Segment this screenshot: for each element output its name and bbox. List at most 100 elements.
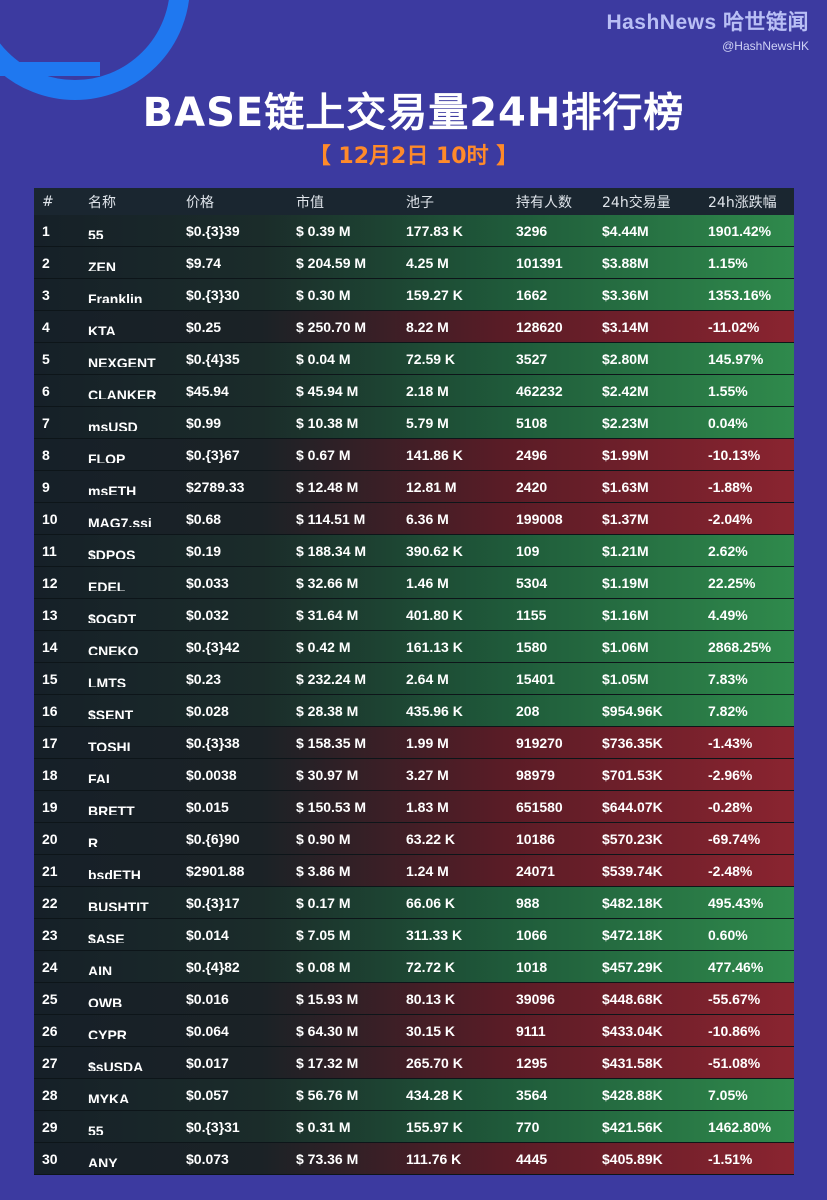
table-row: 4 KTA $0.25 $ 250.70 M 8.22 M 128620 $3.14M -11… bbox=[34, 311, 794, 343]
pool-cell: 434.28 K bbox=[406, 1086, 463, 1103]
token-name: $sUSDA bbox=[88, 1058, 144, 1071]
change-cell: -1.88% bbox=[708, 478, 753, 495]
header-change: 24h涨跌幅 bbox=[708, 194, 777, 211]
pool-cell: 1.24 M bbox=[406, 862, 449, 879]
market-cap-cell: $ 0.42 M bbox=[296, 638, 351, 655]
market-cap-cell: $ 15.93 M bbox=[296, 990, 359, 1007]
price-cell: $0.{3}38 bbox=[186, 734, 240, 751]
price-cell: $0.0038 bbox=[186, 766, 237, 783]
table-row: 28 MYKA $0.057 $ 56.76 M 434.28 K 3564 $428.88… bbox=[34, 1079, 794, 1111]
market-cap-cell: $ 0.30 M bbox=[296, 286, 351, 303]
table-row: 8 FLOP $0.{3}67 $ 0.67 M 141.86 K 2496 $1.99M -… bbox=[34, 439, 794, 471]
market-cap-cell: $ 32.66 M bbox=[296, 574, 359, 591]
brand-name: HashNews 哈世链闻 bbox=[606, 11, 809, 34]
holders-cell: 109 bbox=[516, 542, 540, 559]
price-cell: $0.014 bbox=[186, 926, 229, 943]
market-cap-cell: $ 0.04 M bbox=[296, 350, 351, 367]
holders-cell: 1018 bbox=[516, 958, 548, 975]
name-cell: TOSHI bbox=[80, 735, 186, 751]
name-cell: KTA bbox=[80, 319, 186, 335]
table-row: 3 Franklin $0.{3}30 $ 0.30 M 159.27 K 1662 $3.… bbox=[34, 279, 794, 311]
rank-cell: 20 bbox=[42, 830, 58, 847]
holders-cell: 1662 bbox=[516, 286, 548, 303]
change-cell: 495.43% bbox=[708, 894, 764, 911]
name-cell: $SENT bbox=[80, 703, 186, 719]
market-cap-cell: $ 10.38 M bbox=[296, 414, 359, 431]
holders-cell: 919270 bbox=[516, 734, 563, 751]
name-cell: $OGDT bbox=[80, 607, 186, 623]
pool-cell: 177.83 K bbox=[406, 222, 463, 239]
pool-cell: 435.96 K bbox=[406, 702, 463, 719]
rank-cell: 5 bbox=[42, 350, 50, 367]
volume-cell: $644.07K bbox=[602, 798, 663, 815]
rank-cell: 14 bbox=[42, 638, 58, 655]
volume-cell: $457.29K bbox=[602, 958, 663, 975]
price-cell: $0.017 bbox=[186, 1054, 229, 1071]
token-name: BRETT bbox=[88, 802, 135, 815]
table-row: 25 OWB $0.016 $ 15.93 M 80.13 K 39096 $448.68K… bbox=[34, 983, 794, 1015]
pool-cell: 63.22 K bbox=[406, 830, 456, 847]
pool-cell: 66.06 K bbox=[406, 894, 456, 911]
rank-cell: 8 bbox=[42, 446, 50, 463]
table-row: 24 AIN $0.{4}82 $ 0.08 M 72.72 K 1018 $457.29K… bbox=[34, 951, 794, 983]
change-cell: 0.04% bbox=[708, 414, 748, 431]
table-row: 6 CLANKER $45.94 $ 45.94 M 2.18 M 462232 $2.42… bbox=[34, 375, 794, 407]
change-cell: -10.86% bbox=[708, 1022, 761, 1039]
holders-cell: 10186 bbox=[516, 830, 555, 847]
market-cap-cell: $ 188.34 M bbox=[296, 542, 367, 559]
token-name: msUSD bbox=[88, 418, 138, 431]
volume-cell: $1.63M bbox=[602, 478, 649, 495]
name-cell: OWB bbox=[80, 991, 186, 1007]
price-cell: $0.68 bbox=[186, 510, 222, 527]
market-cap-cell: $ 0.17 M bbox=[296, 894, 351, 911]
rank-cell: 30 bbox=[42, 1150, 58, 1167]
rank-cell: 18 bbox=[42, 766, 58, 783]
pool-cell: 390.62 K bbox=[406, 542, 463, 559]
table-row: 2 ZEN $9.74 $ 204.59 M 4.25 M 101391 $3.88M 1.1… bbox=[34, 247, 794, 279]
price-cell: $0.016 bbox=[186, 990, 229, 1007]
table-row: 12 EDEL $0.033 $ 32.66 M 1.46 M 5304 $1.19M 22.… bbox=[34, 567, 794, 599]
pool-cell: 1.46 M bbox=[406, 574, 449, 591]
volume-cell: $2.23M bbox=[602, 414, 649, 431]
price-cell: $0.{3}30 bbox=[186, 286, 240, 303]
token-name: Franklin bbox=[88, 290, 143, 303]
market-cap-cell: $ 204.59 M bbox=[296, 254, 367, 271]
market-cap-cell: $ 0.31 M bbox=[296, 1118, 351, 1135]
holders-cell: 3564 bbox=[516, 1086, 548, 1103]
market-cap-cell: $ 17.32 M bbox=[296, 1054, 359, 1071]
token-name: $ASE bbox=[88, 930, 125, 943]
rank-cell: 9 bbox=[42, 478, 50, 495]
header-pool: 池子 bbox=[406, 194, 434, 211]
change-cell: -0.28% bbox=[708, 798, 753, 815]
name-cell: $ASE bbox=[80, 927, 186, 943]
volume-cell: $4.44M bbox=[602, 222, 649, 239]
table-row: 21 bsdETH $2901.88 $ 3.86 M 1.24 M 24071 $539.… bbox=[34, 855, 794, 887]
token-name: ZEN bbox=[88, 258, 116, 271]
volume-cell: $2.80M bbox=[602, 350, 649, 367]
market-cap-cell: $ 30.97 M bbox=[296, 766, 359, 783]
price-cell: $0.073 bbox=[186, 1150, 229, 1167]
rank-cell: 16 bbox=[42, 702, 58, 719]
table-row: 13 $OGDT $0.032 $ 31.64 M 401.80 K 1155 $1.16M… bbox=[34, 599, 794, 631]
rank-cell: 27 bbox=[42, 1054, 58, 1071]
token-name: R bbox=[88, 834, 99, 847]
volume-cell: $1.16M bbox=[602, 606, 649, 623]
token-name: bsdETH bbox=[88, 866, 141, 879]
volume-cell: $2.42M bbox=[602, 382, 649, 399]
price-cell: $0.23 bbox=[186, 670, 222, 687]
market-cap-cell: $ 45.94 M bbox=[296, 382, 359, 399]
pool-cell: 3.27 M bbox=[406, 766, 449, 783]
pool-cell: 111.76 K bbox=[406, 1150, 462, 1167]
header-price: 价格 bbox=[186, 194, 214, 211]
holders-cell: 462232 bbox=[516, 382, 563, 399]
pool-cell: 141.86 K bbox=[406, 446, 463, 463]
volume-cell: $954.96K bbox=[602, 702, 663, 719]
change-cell: -2.04% bbox=[708, 510, 753, 527]
volume-cell: $736.35K bbox=[602, 734, 663, 751]
name-cell: $DPOS bbox=[80, 543, 186, 559]
name-cell: EDEL bbox=[80, 575, 186, 591]
table-row: 1 55 $0.{3}39 $ 0.39 M 177.83 K 3296 $4.44M 190… bbox=[34, 215, 794, 247]
market-cap-cell: $ 56.76 M bbox=[296, 1086, 359, 1103]
name-cell: ANY bbox=[80, 1151, 186, 1167]
table-header: # 名称 价格 市值 池子 持有人数 24h交易量 24h涨跌幅 bbox=[34, 188, 794, 215]
